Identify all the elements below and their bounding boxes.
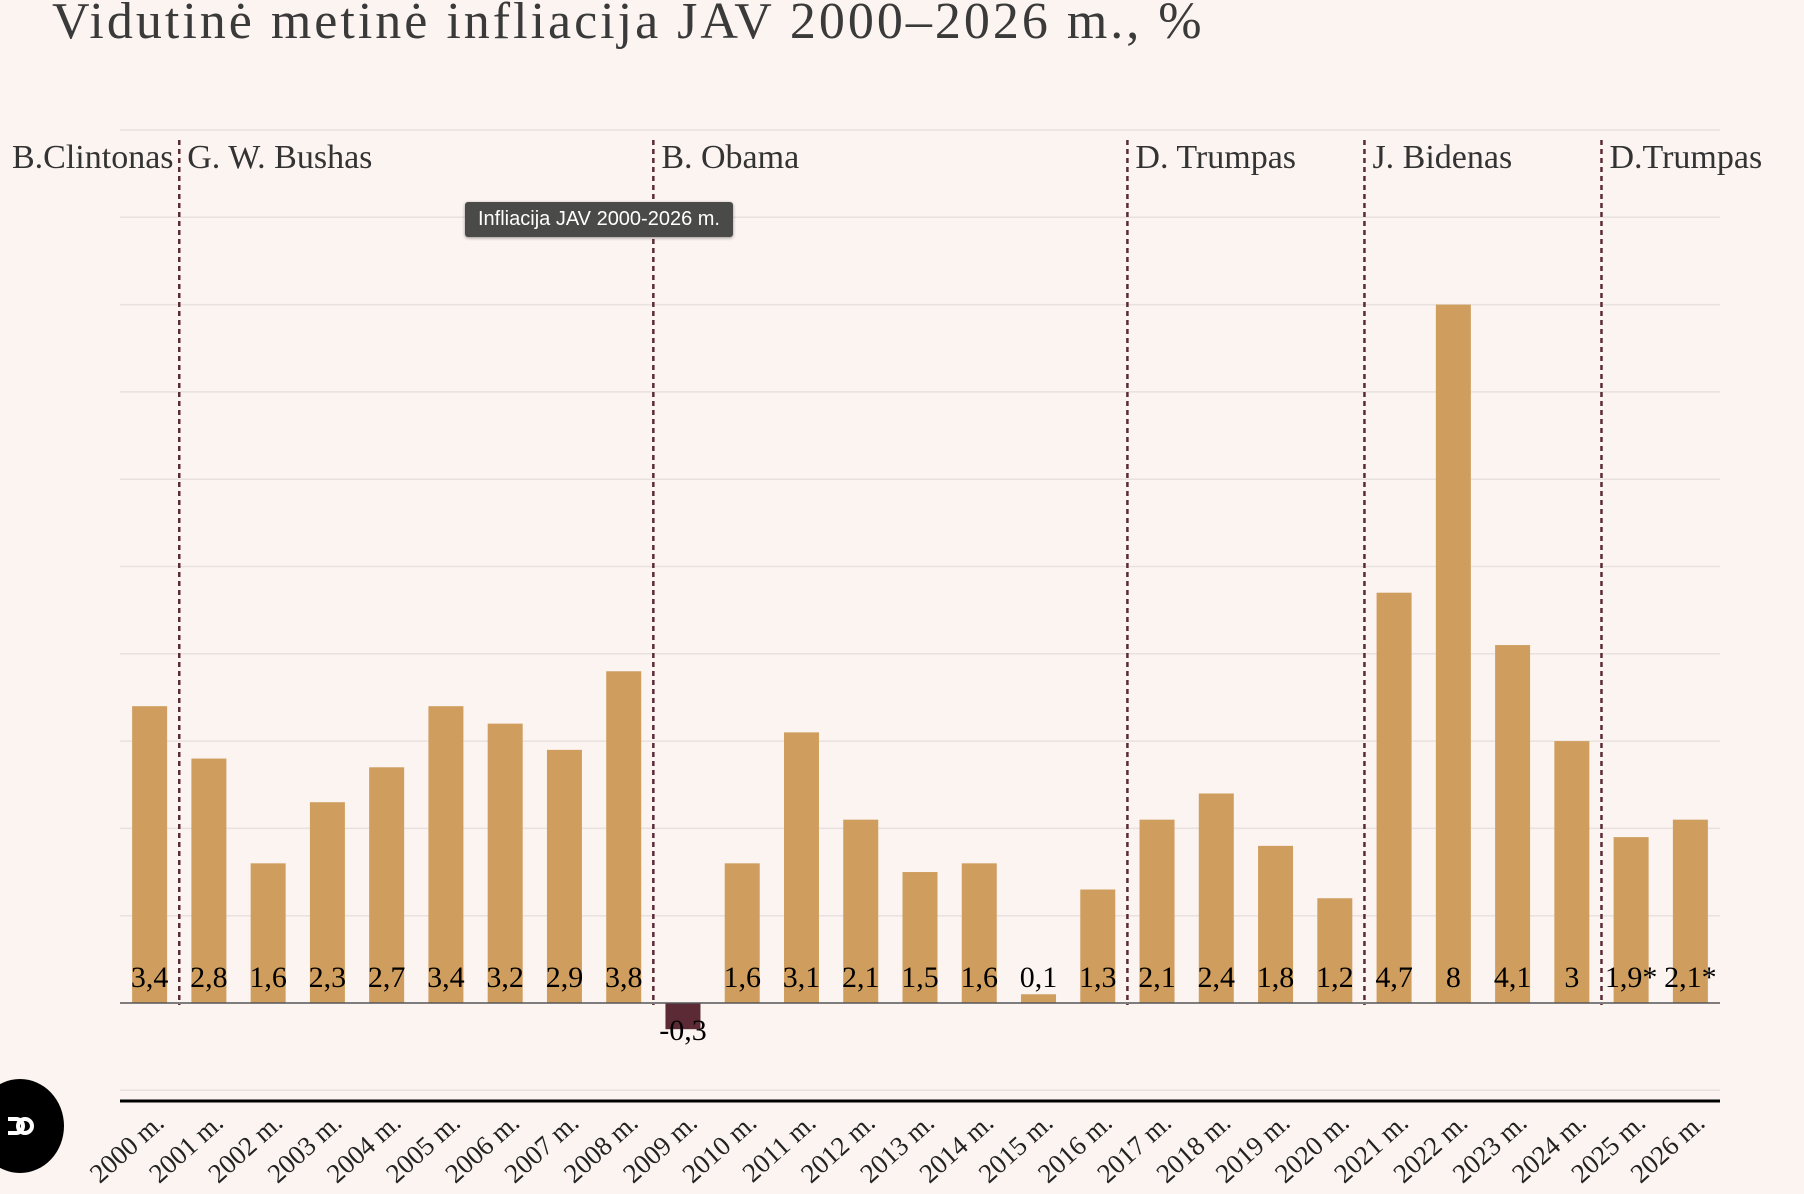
data-label: 1,5 (901, 961, 939, 994)
bar (1435, 304, 1471, 1004)
bar (546, 749, 582, 1003)
term-label: J. Bidenas (1372, 139, 1512, 176)
bar (1613, 837, 1649, 1003)
bar (606, 671, 642, 1003)
bar (487, 723, 523, 1003)
bar (1554, 741, 1590, 1003)
data-label: 8 (1446, 961, 1461, 994)
bar (1376, 592, 1412, 1003)
data-label: 3,1 (783, 961, 821, 994)
bar (665, 1003, 701, 1030)
chart-title: Vidutinė metinė infliacija JAV 2000–2026… (52, 0, 1205, 50)
bar (1672, 819, 1708, 1003)
bar (1021, 994, 1057, 1003)
data-label: 3,4 (427, 961, 465, 994)
data-label: 2,4 (1198, 961, 1236, 994)
chart-tooltip: Infliacija JAV 2000-2026 m. (465, 202, 733, 237)
data-label: 1,3 (1079, 961, 1117, 994)
data-label: 1,6 (961, 961, 999, 994)
bar (369, 767, 405, 1003)
bar (1139, 819, 1175, 1003)
bar (902, 872, 938, 1003)
data-label: 4,7 (1375, 961, 1413, 994)
bar (1317, 898, 1353, 1003)
expand-icon (8, 1117, 34, 1135)
data-label: 0,1 (1020, 961, 1058, 994)
bar (961, 863, 997, 1003)
data-label: 1,6 (249, 961, 287, 994)
data-label: 3,8 (605, 961, 643, 994)
bar (1080, 889, 1116, 1003)
data-label: 2,7 (368, 961, 406, 994)
data-label: 2,1 (842, 961, 880, 994)
data-label: 1,6 (723, 961, 761, 994)
data-label: -0,3 (659, 1014, 707, 1047)
bar (783, 732, 819, 1003)
data-label: 4,1 (1494, 961, 1532, 994)
data-label: 1,9* (1605, 961, 1658, 994)
term-label: B. Obama (661, 139, 799, 176)
data-label: 2,1 (1138, 961, 1176, 994)
bar (724, 863, 760, 1003)
data-label: 2,3 (309, 961, 347, 994)
term-label: D.Trumpas (1609, 139, 1762, 176)
bar (309, 802, 345, 1003)
data-label: 2,9 (546, 961, 584, 994)
bar (428, 706, 464, 1003)
bar (1198, 793, 1234, 1003)
term-label: G. W. Bushas (187, 139, 372, 176)
term-label: B.Clintonas (12, 139, 174, 176)
data-label: 2,1* (1664, 961, 1717, 994)
data-label: 1,2 (1316, 961, 1354, 994)
data-label: 1,8 (1257, 961, 1295, 994)
bar (250, 863, 286, 1003)
bar (1495, 645, 1531, 1003)
bar (191, 758, 227, 1003)
term-label: D. Trumpas (1135, 139, 1296, 176)
data-label: 2,8 (190, 961, 228, 994)
bar (132, 706, 168, 1003)
bar (1258, 845, 1294, 1003)
data-label: 3,2 (486, 961, 524, 994)
data-label: 3 (1564, 961, 1579, 994)
data-label: 3,4 (131, 961, 169, 994)
bar (843, 819, 879, 1003)
